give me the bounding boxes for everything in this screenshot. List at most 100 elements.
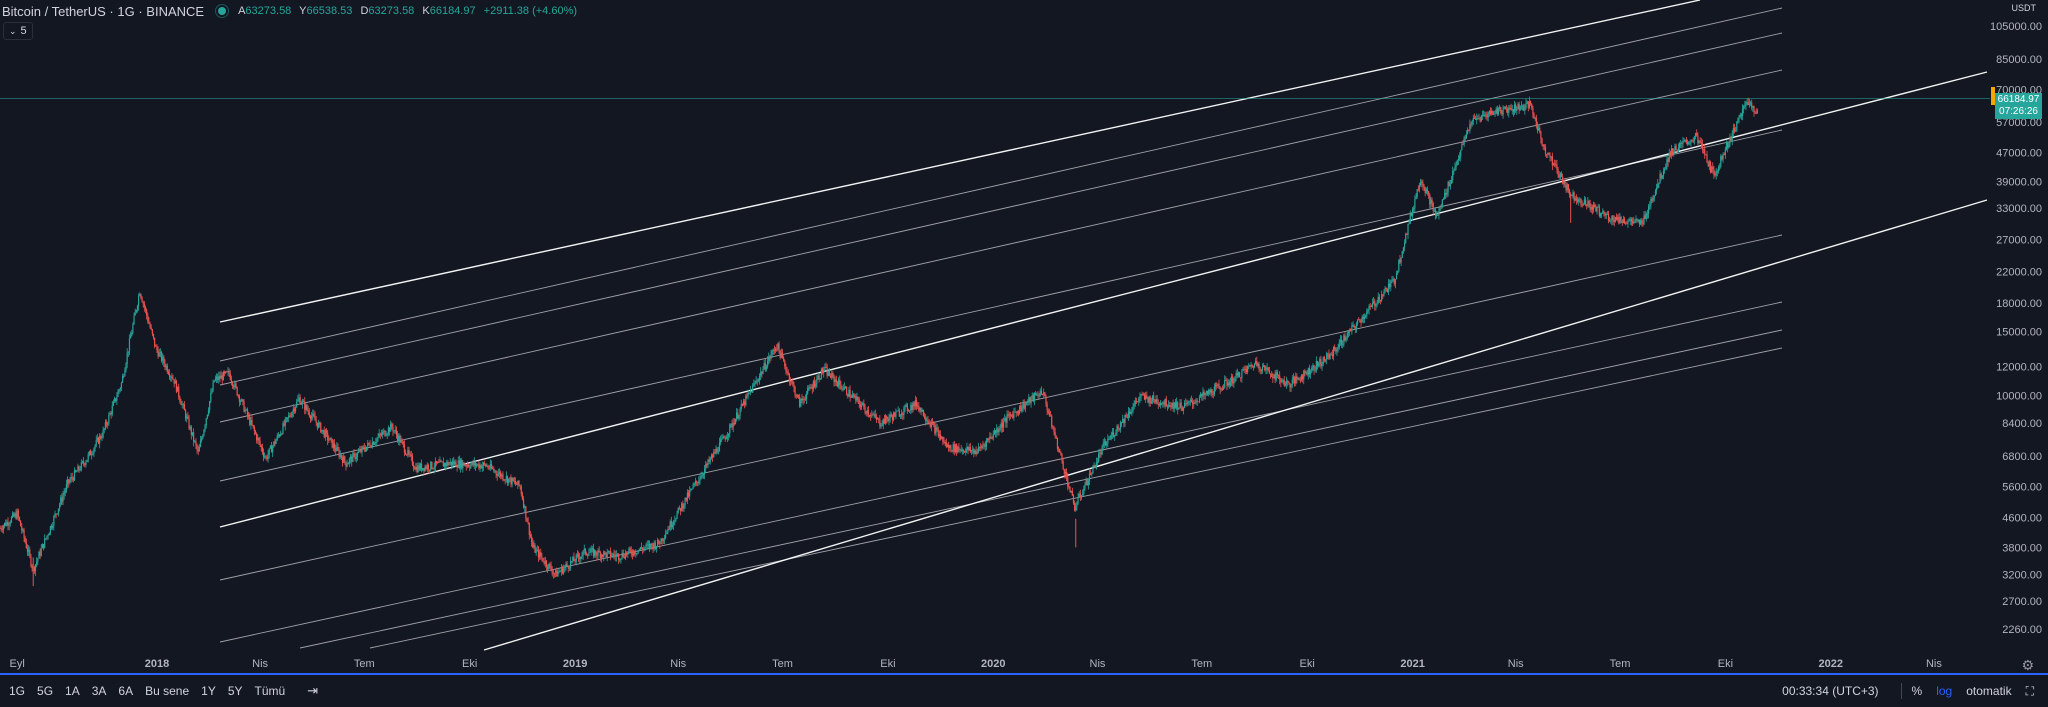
range-1y[interactable]: 1Y xyxy=(201,684,216,698)
time-axis[interactable]: Eyl 2018 Nis Tem Eki 2019 Nis Tem Eki 2020 Nis Tem E… xyxy=(10,658,1943,670)
channel-line[interactable] xyxy=(219,71,1988,528)
candle-body xyxy=(567,565,569,569)
candle-body xyxy=(242,399,244,402)
range-bu-sene[interactable]: Bu sene xyxy=(145,684,190,698)
candle-body xyxy=(435,461,438,464)
expand-icon[interactable]: ⛶ xyxy=(2025,683,2034,698)
candle-body xyxy=(1650,199,1652,206)
goto-date-icon[interactable]: ⇥ xyxy=(307,683,319,698)
candle-body xyxy=(495,470,497,474)
auto-scale-toggle[interactable]: otomatik xyxy=(1966,684,2012,698)
candle-body xyxy=(1756,110,1759,114)
candle-body xyxy=(270,445,273,453)
channel-line[interactable] xyxy=(219,301,1783,643)
candle-body xyxy=(1049,415,1052,417)
candle-body xyxy=(1457,158,1460,161)
candle-body xyxy=(1234,376,1236,382)
market-status-icon[interactable] xyxy=(215,4,230,18)
candle-body xyxy=(1733,128,1736,132)
candle-body xyxy=(341,457,344,463)
candle-body xyxy=(283,423,285,426)
candle-body xyxy=(419,463,422,470)
candle-body xyxy=(16,510,18,519)
channel-line[interactable] xyxy=(219,234,1783,581)
percent-scale-toggle[interactable]: % xyxy=(1911,684,1923,698)
channel-line[interactable] xyxy=(369,347,1783,649)
candle-body xyxy=(644,547,646,549)
candle-body xyxy=(185,410,187,419)
candle-body xyxy=(925,418,927,421)
candle-body xyxy=(1179,402,1181,408)
legend-header: Bitcoin / TetherUS · 1G · BINANCE A63273… xyxy=(2,2,582,20)
range-1a[interactable]: 1A xyxy=(65,684,80,698)
range-1g[interactable]: 1G xyxy=(9,684,26,698)
candle-body xyxy=(37,558,39,562)
time-tick-label: Eki xyxy=(462,658,477,670)
timezone-clock[interactable]: 00:33:34 (UTC+3) xyxy=(1782,684,1879,698)
candle-body xyxy=(353,453,355,455)
candle-body xyxy=(446,461,448,466)
candle-body xyxy=(600,554,603,558)
time-tick-label: 2020 xyxy=(981,658,1005,670)
candle-body xyxy=(730,423,732,425)
candle-body xyxy=(768,356,770,361)
candle-body xyxy=(560,567,562,572)
candle-body xyxy=(1610,220,1612,222)
candle-body xyxy=(1304,370,1306,373)
candle-body xyxy=(431,461,433,469)
candle-body xyxy=(57,508,60,514)
candle-body xyxy=(317,422,320,428)
candle-body xyxy=(214,378,216,381)
candle-body xyxy=(194,440,196,442)
candle-body xyxy=(833,375,835,382)
candle-body xyxy=(1676,150,1678,152)
price-tick-label: 2260.00 xyxy=(2002,624,2042,636)
indicator-toggle-button[interactable]: ⌄ 5 xyxy=(3,22,33,40)
candle-body xyxy=(1185,403,1187,404)
candle-body xyxy=(1023,403,1025,409)
candle-body xyxy=(1480,115,1482,122)
candle-body xyxy=(1124,415,1126,424)
candle-body xyxy=(1517,104,1519,109)
candle-body xyxy=(1709,161,1712,172)
candle-body xyxy=(1556,164,1558,170)
channel-line[interactable] xyxy=(219,69,1783,423)
candle-body xyxy=(3,522,6,526)
range-5y[interactable]: 5Y xyxy=(227,684,243,698)
candle-body xyxy=(325,430,328,433)
channel-line[interactable] xyxy=(299,329,1783,649)
candle-body xyxy=(527,521,529,523)
candle-body xyxy=(1220,388,1222,390)
range-6a[interactable]: 6A xyxy=(118,684,134,698)
candle-body xyxy=(1465,134,1468,139)
range-5g[interactable]: 5G xyxy=(37,684,54,698)
candle-body xyxy=(1628,220,1630,222)
candle-body xyxy=(375,442,377,443)
log-scale-toggle[interactable]: log xyxy=(1936,684,1953,698)
candle-body xyxy=(406,454,408,456)
candle-body xyxy=(151,329,153,334)
candle-body xyxy=(1619,217,1621,224)
channel-line[interactable] xyxy=(219,7,1783,362)
candle-body xyxy=(1515,104,1517,111)
symbol-title[interactable]: Bitcoin / TetherUS · 1G · BINANCE xyxy=(2,3,205,19)
candle-body xyxy=(1031,395,1033,398)
candle-body xyxy=(195,440,197,445)
channel-line[interactable] xyxy=(219,0,1701,323)
range-tümü[interactable]: Tümü xyxy=(254,684,286,698)
candle-body xyxy=(500,472,502,477)
channel-line[interactable] xyxy=(219,32,1783,386)
range-3a[interactable]: 3A xyxy=(91,684,107,698)
candle-body xyxy=(622,552,624,558)
candle-body xyxy=(557,572,559,577)
candle-body xyxy=(1393,278,1395,284)
channel-line[interactable] xyxy=(483,199,1988,651)
candle-body xyxy=(120,382,123,389)
candle-body xyxy=(463,462,465,466)
candle-body xyxy=(943,441,945,443)
settings-gear-icon[interactable]: ⚙ xyxy=(2021,657,2034,673)
channel-line[interactable] xyxy=(219,129,1783,482)
candle-body xyxy=(904,405,906,408)
candle-body xyxy=(1653,195,1655,198)
